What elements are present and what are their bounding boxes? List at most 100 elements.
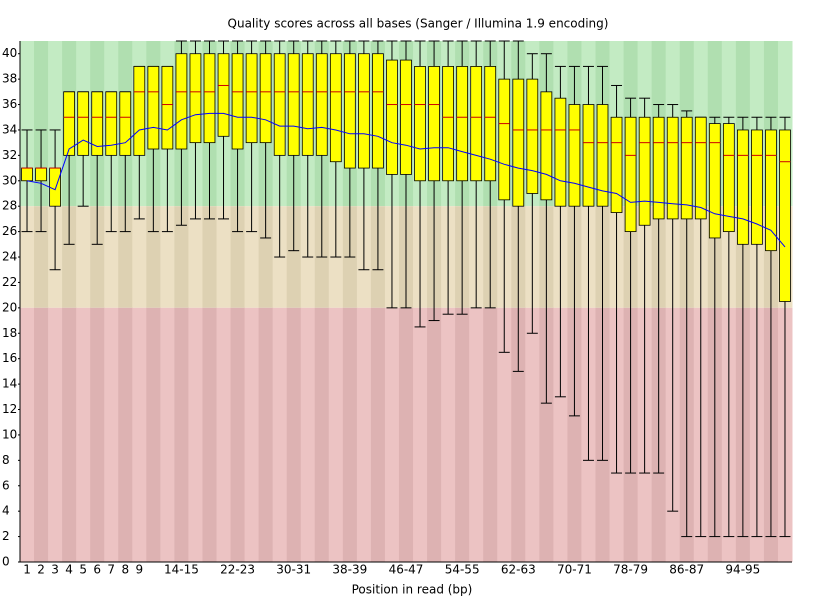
quality-zone <box>48 41 63 207</box>
box <box>568 104 581 207</box>
x-tick-label: 54-55 <box>445 563 480 577</box>
quality-zone <box>188 206 203 308</box>
box <box>596 104 609 207</box>
box <box>512 78 525 207</box>
box <box>372 53 384 169</box>
quality-zone <box>76 307 91 562</box>
box <box>680 116 693 220</box>
quality-zone <box>132 206 147 308</box>
x-tick-label: 70-71 <box>557 563 592 577</box>
box <box>414 66 426 182</box>
quality-zone <box>118 307 133 562</box>
x-tick-label: 9 <box>135 563 143 577</box>
box <box>203 53 216 144</box>
x-tick-label: 2 <box>37 563 45 577</box>
box <box>554 97 567 207</box>
x-tick-label: 30-31 <box>276 563 311 577</box>
x-tick-label: 6 <box>93 563 101 577</box>
box <box>456 66 469 182</box>
quality-zone <box>469 307 484 562</box>
x-tick-label: 38-39 <box>332 563 367 577</box>
quality-zone <box>20 41 35 207</box>
box <box>343 53 356 169</box>
box <box>315 53 328 156</box>
quality-zone <box>427 307 442 562</box>
box <box>470 66 483 182</box>
y-tick-label: 40 <box>2 46 17 60</box>
box <box>582 104 595 207</box>
box <box>624 116 637 233</box>
quality-zone <box>384 307 400 562</box>
box <box>133 66 146 156</box>
quality-zone <box>174 307 189 562</box>
x-tick-label: 8 <box>121 563 129 577</box>
quality-zone <box>230 307 246 562</box>
box <box>610 116 623 213</box>
y-tick-label: 36 <box>2 97 17 111</box>
x-tick-label: 4 <box>65 563 73 577</box>
quality-zone <box>370 307 386 562</box>
quality-zone <box>244 307 260 562</box>
y-tick-label: 0 <box>2 555 10 569</box>
quality-zone <box>441 307 456 562</box>
x-axis-label: Position in read (bp) <box>352 583 473 597</box>
y-tick-label: 26 <box>2 224 17 238</box>
quality-zone <box>553 307 568 562</box>
box <box>105 91 118 156</box>
quality-zone <box>413 307 428 562</box>
y-tick-label: 38 <box>2 72 17 86</box>
box <box>189 53 202 144</box>
quality-zone <box>174 206 189 308</box>
box <box>666 116 679 220</box>
quality-zone <box>202 206 218 308</box>
y-tick-label: 30 <box>2 173 17 187</box>
y-tick-label: 32 <box>2 148 17 162</box>
box <box>301 53 314 156</box>
x-tick-label: 5 <box>79 563 87 577</box>
box <box>21 167 33 182</box>
quality-zone <box>314 307 330 562</box>
box <box>779 129 791 302</box>
box <box>63 91 76 156</box>
box <box>765 129 777 252</box>
x-tick-label: 94-95 <box>725 563 760 577</box>
quality-zone <box>90 206 105 308</box>
quality-zone <box>34 307 49 562</box>
y-tick-label: 10 <box>2 427 17 441</box>
quality-zone <box>567 307 582 562</box>
y-tick-label: 8 <box>2 453 10 467</box>
box <box>77 91 90 156</box>
chart-title: Quality scores across all bases (Sanger … <box>228 17 609 31</box>
box <box>736 129 749 245</box>
box <box>161 66 174 150</box>
quality-zone <box>188 307 203 562</box>
quality-zone <box>216 206 232 308</box>
box <box>638 116 651 226</box>
quality-zone <box>76 206 91 308</box>
quality-zone <box>160 307 175 562</box>
y-tick-label: 2 <box>2 529 10 543</box>
quality-zone <box>497 307 512 562</box>
quality-zone <box>272 307 288 562</box>
quality-zone <box>132 307 147 562</box>
box <box>428 66 440 182</box>
y-tick-label: 4 <box>2 504 10 518</box>
mean-line <box>26 112 786 248</box>
x-tick-label: 62-63 <box>501 563 536 577</box>
quality-zone <box>48 307 63 562</box>
box <box>49 167 61 207</box>
quality-zone <box>455 307 470 562</box>
quality-zone <box>258 206 274 308</box>
quality-zone <box>62 307 77 562</box>
box <box>119 91 132 156</box>
quality-zone <box>104 307 119 562</box>
box <box>231 53 244 150</box>
box <box>287 53 300 156</box>
box <box>400 59 412 175</box>
quality-zone <box>539 307 554 562</box>
quality-zone <box>398 307 414 562</box>
box <box>722 123 735 233</box>
box <box>751 129 763 245</box>
y-tick-label: 24 <box>2 250 17 264</box>
